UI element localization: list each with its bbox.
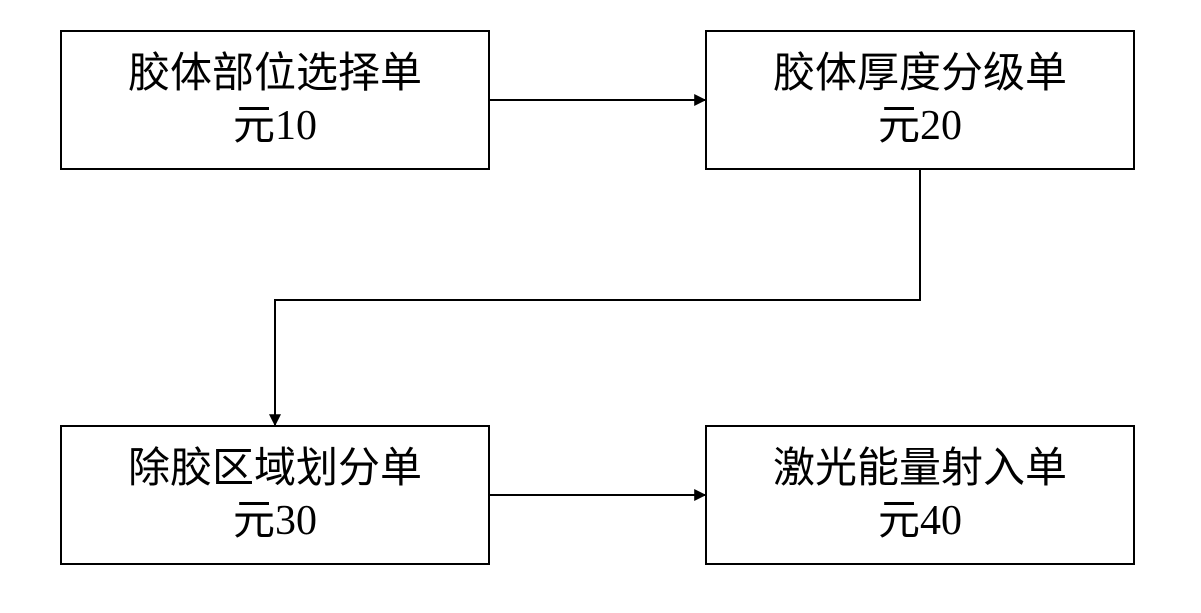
edge-n20-n30	[275, 170, 920, 425]
node-n10: 胶体部位选择单 元10	[60, 30, 490, 170]
node-label: 激光能量射入单 元40	[773, 443, 1067, 548]
node-n40: 激光能量射入单 元40	[705, 425, 1135, 565]
node-label: 胶体部位选择单 元10	[128, 48, 422, 153]
flowchart-canvas: 胶体部位选择单 元10 胶体厚度分级单 元20 除胶区域划分单 元30 激光能量射入单…	[0, 0, 1201, 613]
node-label: 胶体厚度分级单 元20	[773, 48, 1067, 153]
node-n20: 胶体厚度分级单 元20	[705, 30, 1135, 170]
node-label: 除胶区域划分单 元30	[128, 443, 422, 548]
node-n30: 除胶区域划分单 元30	[60, 425, 490, 565]
